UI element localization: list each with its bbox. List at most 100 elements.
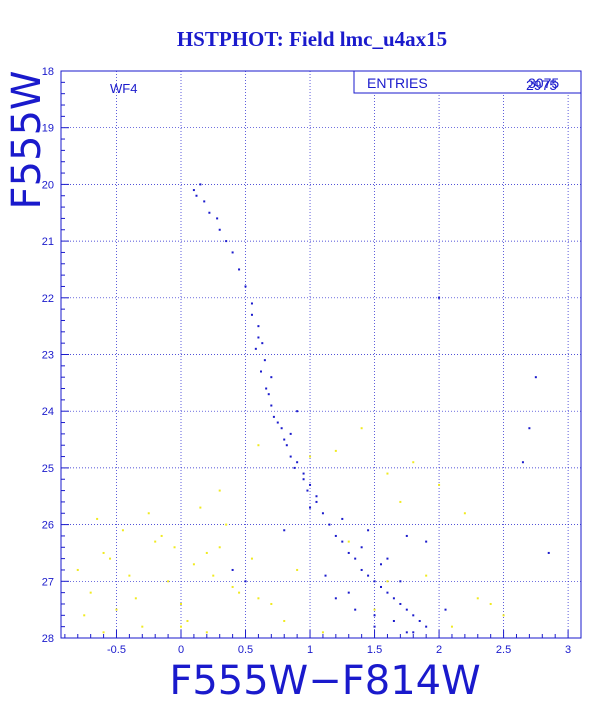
- data-point: [154, 540, 157, 543]
- data-point: [160, 534, 163, 537]
- data-point: [244, 285, 247, 288]
- data-point: [83, 614, 86, 617]
- data-point: [380, 585, 382, 588]
- data-point: [450, 625, 453, 628]
- data-point: [293, 466, 296, 469]
- data-point: [76, 568, 79, 571]
- y-tick-label: 23: [42, 350, 54, 362]
- data-point: [334, 534, 337, 537]
- data-point: [225, 523, 228, 526]
- data-point: [238, 268, 241, 271]
- data-point: [354, 608, 357, 611]
- data-point: [302, 472, 305, 475]
- data-point: [180, 602, 182, 605]
- data-point: [212, 574, 215, 577]
- data-point: [360, 546, 363, 549]
- data-point: [412, 461, 415, 464]
- y-tick-label: 19: [42, 123, 54, 135]
- data-point: [218, 489, 221, 492]
- data-point: [321, 512, 324, 515]
- data-point: [392, 597, 395, 600]
- data-point: [102, 551, 105, 554]
- data-point: [199, 183, 202, 186]
- data-point: [386, 557, 389, 560]
- data-point: [205, 551, 208, 554]
- data-point: [521, 461, 524, 464]
- data-point: [373, 580, 376, 583]
- data-point: [296, 410, 299, 413]
- data-point: [186, 619, 189, 622]
- stats-box-frame: [353, 70, 582, 94]
- data-point: [399, 500, 402, 503]
- data-point: [360, 427, 363, 430]
- data-point: [438, 296, 441, 299]
- data-point: [216, 217, 219, 220]
- panel-label: WF4: [110, 81, 137, 96]
- data-point: [502, 614, 505, 617]
- data-point: [412, 614, 415, 617]
- grid: [61, 70, 581, 639]
- data-point: [418, 619, 421, 622]
- data-point: [270, 376, 273, 379]
- data-point: [283, 619, 286, 622]
- data-point: [309, 506, 312, 509]
- data-point: [528, 427, 531, 430]
- data-point: [115, 608, 118, 611]
- tick-labels: -0.5 0 0.5 1 1.5 2 2.5 3 18 19 20 21 22 23 24 25 26 27 28: [42, 66, 571, 656]
- data-point: [289, 455, 292, 458]
- data-point: [405, 631, 408, 634]
- x-tick-label: 2: [436, 644, 442, 656]
- data-point: [405, 534, 408, 537]
- data-point: [315, 500, 318, 503]
- data-point: [109, 557, 112, 560]
- stats-value-overprint: 3075: [528, 75, 559, 91]
- data-point: [354, 557, 357, 560]
- data-point: [128, 574, 131, 577]
- data-point: [306, 489, 309, 492]
- data-point: [341, 517, 344, 520]
- data-point: [261, 342, 264, 345]
- chart-title: HSTPHOT: Field lmc_u4ax15: [177, 27, 447, 51]
- data-point: [257, 597, 260, 600]
- data-point: [324, 574, 327, 577]
- data-point: [218, 228, 221, 231]
- data-point: [405, 608, 408, 611]
- stats-label: ENTRIES: [367, 75, 428, 91]
- data-point: [192, 563, 195, 566]
- data-point: [231, 568, 234, 571]
- x-tick-label: 2.5: [496, 644, 511, 656]
- data-point: [476, 597, 479, 600]
- data-point: [250, 557, 253, 560]
- x-tick-label: -0.5: [107, 644, 126, 656]
- data-point: [102, 631, 105, 634]
- data-point: [260, 370, 262, 373]
- data-point: [463, 512, 466, 515]
- data-point: [425, 574, 428, 577]
- data-point: [334, 597, 337, 600]
- data-point: [270, 602, 273, 605]
- data-point: [195, 194, 198, 197]
- data-point: [309, 483, 312, 486]
- y-tick-label: 26: [42, 520, 54, 532]
- tick-marks: [61, 70, 569, 639]
- data-point: [199, 506, 202, 509]
- x-tick-label: 0: [178, 644, 184, 656]
- data-point: [321, 631, 324, 634]
- data-point: [386, 591, 389, 594]
- data-point: [341, 540, 344, 543]
- data-point: [167, 580, 170, 583]
- y-tick-label: 24: [42, 406, 54, 418]
- data-point: [315, 495, 318, 498]
- data-point: [283, 529, 286, 532]
- data-point: [289, 432, 292, 435]
- data-point: [257, 444, 260, 447]
- data-point: [367, 574, 370, 577]
- data-point: [399, 580, 402, 583]
- data-point: [89, 591, 92, 594]
- data-point: [192, 189, 195, 192]
- data-point: [208, 211, 211, 214]
- data-point: [267, 393, 270, 396]
- x-tick-label: 3: [565, 644, 571, 656]
- data-point: [147, 512, 150, 515]
